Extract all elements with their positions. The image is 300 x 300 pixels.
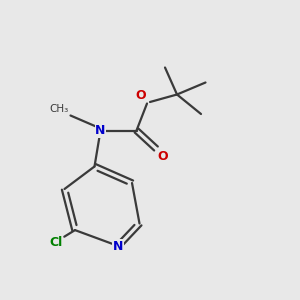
Text: O: O <box>158 150 168 163</box>
Text: Cl: Cl <box>49 236 62 249</box>
Text: O: O <box>135 89 146 102</box>
Text: N: N <box>113 239 123 253</box>
Text: N: N <box>95 124 106 137</box>
Text: CH₃: CH₃ <box>50 104 69 114</box>
